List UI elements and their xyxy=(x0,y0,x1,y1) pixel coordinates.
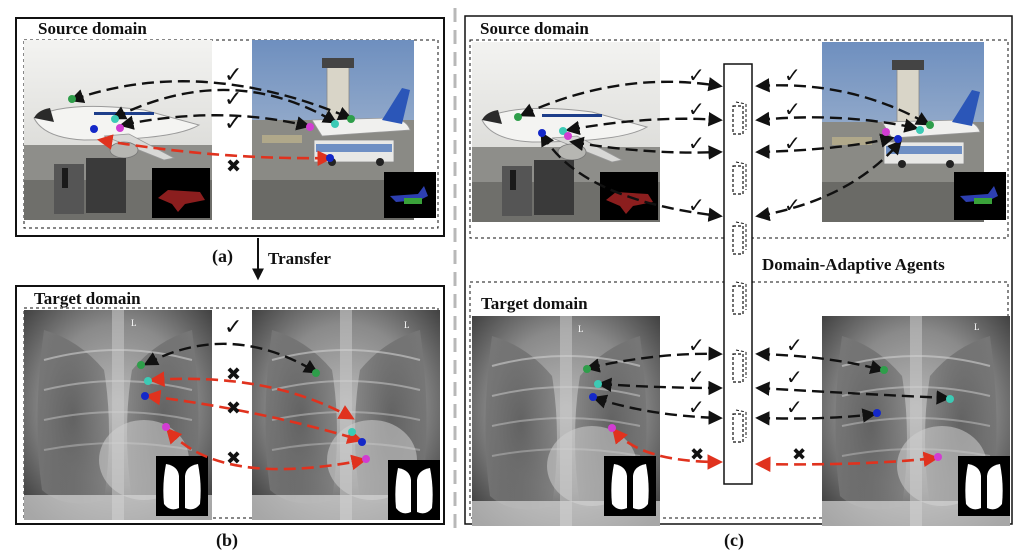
cross-mark: ✖ xyxy=(226,398,241,418)
check-mark: ✓ xyxy=(224,314,242,339)
check-mark: ✓ xyxy=(784,65,801,87)
lung-mask-target-c xyxy=(958,456,1010,516)
match-line-a-wrong xyxy=(96,134,334,167)
check-mark: ✓ xyxy=(224,62,242,87)
xray-marker: L xyxy=(578,324,584,334)
panel-c-caption: (c) xyxy=(724,530,744,551)
check-mark: ✓ xyxy=(786,367,803,389)
lung-mask-source-c xyxy=(604,456,656,516)
check-mark: ✓ xyxy=(784,133,801,155)
panel-b-title: Target domain xyxy=(34,289,141,308)
panel-b-caption: (b) xyxy=(216,530,238,551)
lung-mask-target-b xyxy=(388,460,440,520)
check-mark: ✓ xyxy=(688,65,705,87)
cross-mark: ✖ xyxy=(226,448,241,468)
lung-mask-source-b xyxy=(156,456,208,516)
keypoint-green xyxy=(68,95,76,103)
cross-mark: ✖ xyxy=(792,445,806,464)
check-mark: ✓ xyxy=(786,397,803,419)
xray-marker: L xyxy=(131,318,137,328)
panel-a-title: Source domain xyxy=(38,19,147,38)
keypoint-cyan xyxy=(111,115,119,123)
check-mark: ✓ xyxy=(688,195,705,217)
check-mark: ✓ xyxy=(688,335,705,357)
check-mark: ✓ xyxy=(688,133,705,155)
check-mark: ✓ xyxy=(224,86,242,111)
cross-mark: ✖ xyxy=(226,364,241,384)
match-line-a-2 xyxy=(111,88,338,124)
match-line-a-3 xyxy=(119,114,311,131)
match-line-b-1 xyxy=(143,342,319,374)
check-mark: ✓ xyxy=(784,195,801,217)
panel-a-caption: (a) xyxy=(212,246,233,267)
check-mark: ✓ xyxy=(688,397,705,419)
xray-marker: L xyxy=(974,322,980,332)
keypoint-magenta xyxy=(116,124,124,132)
cross-mark: ✖ xyxy=(226,156,241,176)
check-mark: ✓ xyxy=(784,99,801,121)
transfer-label: Transfer xyxy=(268,249,331,268)
xray-marker: L xyxy=(404,320,410,330)
match-line-a-1 xyxy=(69,80,353,121)
check-mark: ✓ xyxy=(688,99,705,121)
keypoint-blue xyxy=(90,125,98,133)
match-line-b-wrong-3 xyxy=(165,427,368,471)
panel-c-source-title: Source domain xyxy=(480,19,589,38)
panel-c-target-title: Target domain xyxy=(481,294,588,313)
agents-label: Domain-Adaptive Agents xyxy=(762,255,945,274)
check-mark: ✓ xyxy=(786,335,803,357)
check-mark: ✓ xyxy=(224,110,242,135)
check-mark: ✓ xyxy=(688,367,705,389)
cross-mark: ✖ xyxy=(690,445,704,464)
